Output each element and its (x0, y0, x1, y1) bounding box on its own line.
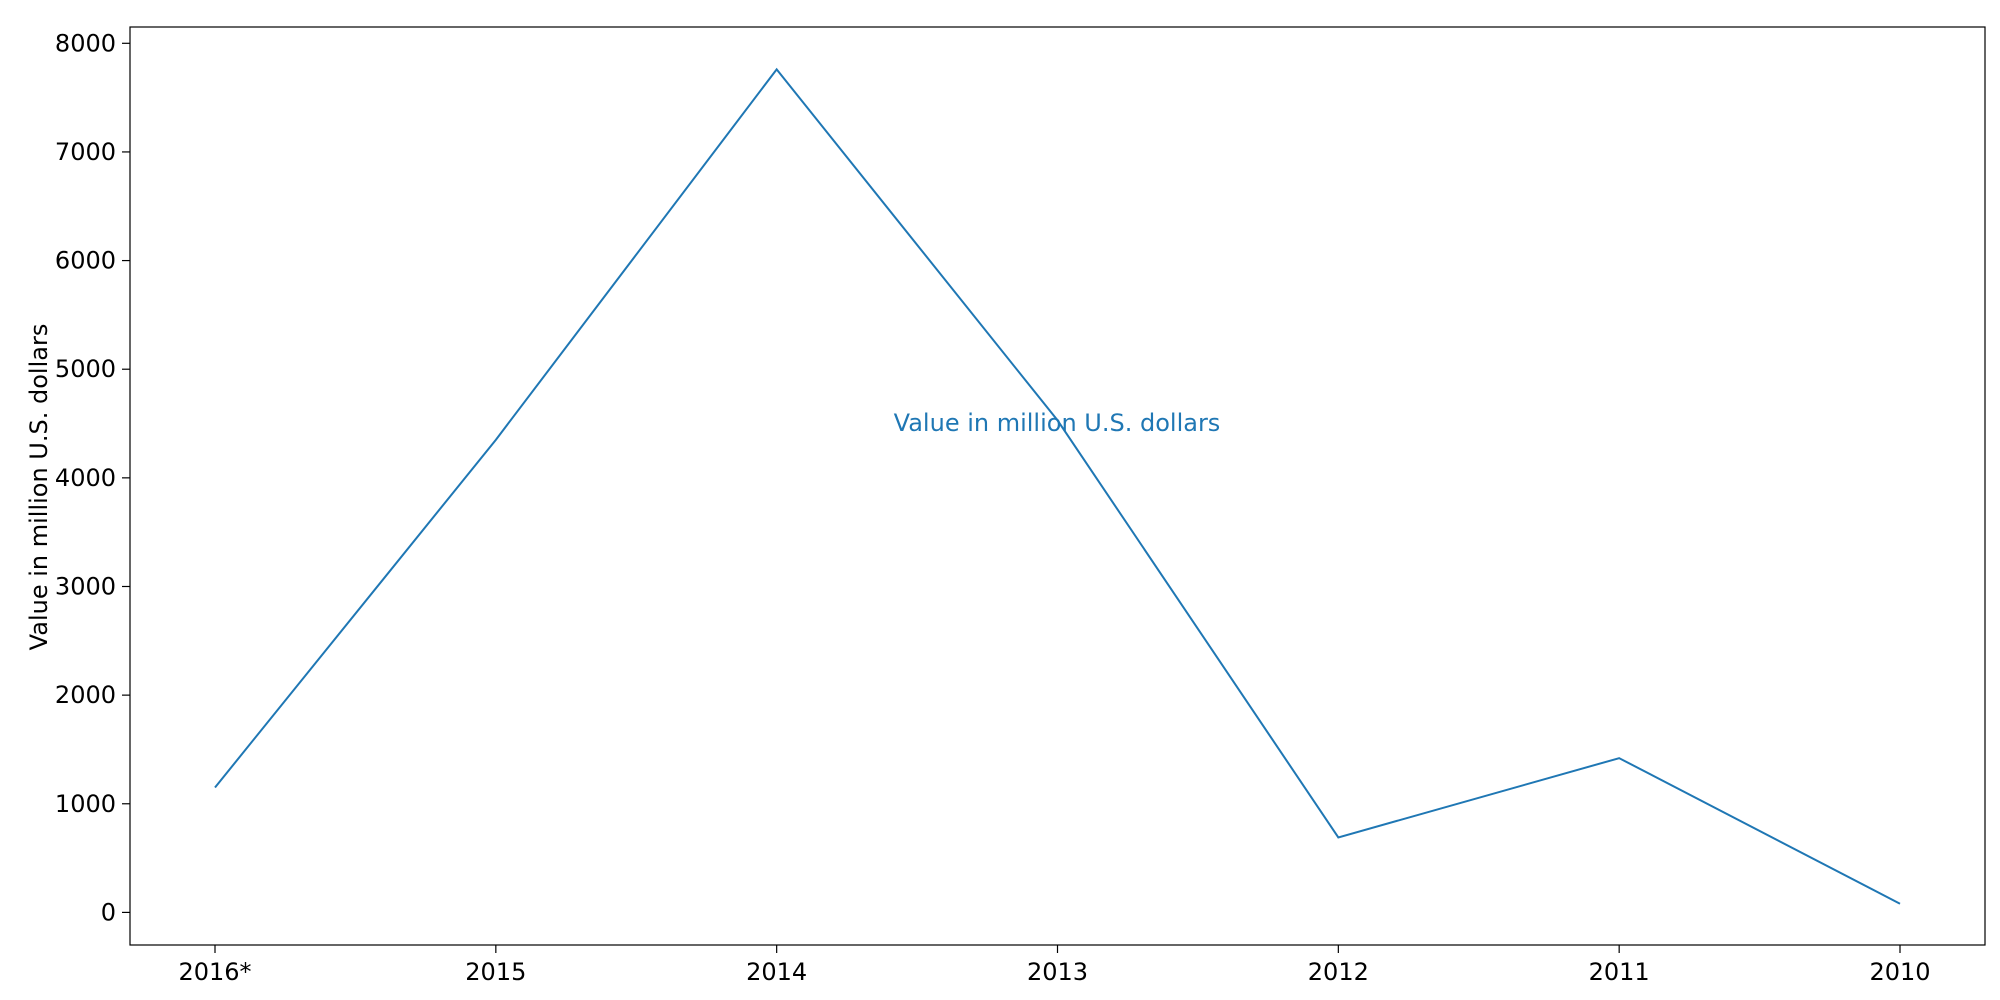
y-tick-label: 8000 (55, 29, 116, 57)
y-tick-label: 0 (101, 898, 116, 926)
series-line (214, 67, 1901, 905)
x-axis: 2016* 2015 2014 2013 2012 2011 2010 (178, 945, 1931, 986)
x-tick-label: 2016* (178, 958, 251, 986)
x-tick-label: 2012 (1308, 958, 1369, 986)
y-tick-label: 4000 (55, 464, 116, 492)
y-tick-label: 2000 (55, 681, 116, 709)
y-tick-label: 1000 (55, 790, 116, 818)
y-tick-label: 7000 (55, 138, 116, 166)
series-label: Value in million U.S. dollars (894, 409, 1221, 437)
y-axis-label: Value in million U.S. dollars (25, 324, 53, 651)
plot-area-frame (129, 26, 1986, 946)
y-axis: 0 1000 2000 3000 4000 5000 6000 7000 8000 (55, 29, 130, 926)
x-tick-label: 2015 (465, 958, 526, 986)
x-tick-label: 2010 (1869, 958, 1930, 986)
x-tick-label: 2011 (1589, 958, 1650, 986)
y-tick-label: 3000 (55, 572, 116, 600)
y-tick-label: 6000 (55, 247, 116, 275)
x-tick-label: 2013 (1027, 958, 1088, 986)
y-tick-label: 5000 (55, 355, 116, 383)
x-tick-label: 2014 (746, 958, 807, 986)
series-layer: Value in million U.S. dollars (214, 67, 1901, 905)
